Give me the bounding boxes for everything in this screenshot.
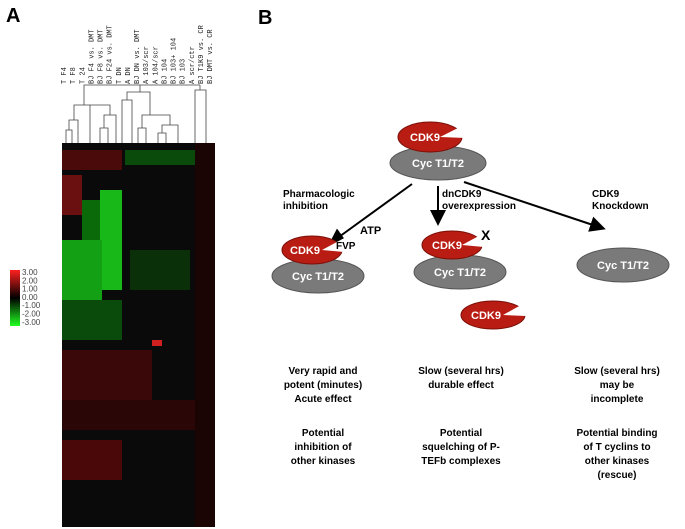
dendrogram [65, 84, 207, 143]
branch-heading: inhibition [283, 201, 328, 212]
panel-label: B [258, 7, 272, 29]
effect-text: incomplete [591, 394, 644, 405]
effect-text: Acute effect [294, 394, 352, 405]
branch-heading: CDK9 [592, 189, 620, 200]
complex-3: Cyc T1/T2 [576, 247, 670, 283]
kinase-label: CDK9 [471, 310, 501, 322]
complex-2: CDK9 Cyc T1/T2 X CDK9 [413, 227, 530, 330]
mutation-mark: X [481, 227, 491, 243]
atp-label: ATP [360, 225, 381, 237]
risk-text: Potential [302, 428, 344, 439]
complex-top: CDK9 Cyc T1/T2 [389, 121, 487, 181]
drug-label: FVP [336, 241, 356, 252]
branch-heading: dnCDK9 [442, 189, 482, 200]
cyclin-label: Cyc T1/T2 [412, 158, 464, 170]
effect-text: may be [600, 380, 635, 391]
legend-label: -1.00 [22, 301, 41, 310]
effect-text: durable effect [428, 380, 494, 391]
effect-text: Slow (several hrs) [418, 366, 504, 377]
legend-label: -3.00 [22, 318, 41, 327]
column-label: BJ 103+ 104 [171, 38, 179, 84]
risk-text: (rescue) [598, 470, 637, 481]
column-label: T F8 [70, 67, 78, 84]
risk-text: other kinases [291, 456, 356, 467]
legend-label: -2.00 [22, 310, 41, 319]
complex-1: CDK9 Cyc T1/T2 ATP FVP [271, 225, 381, 294]
risk-text: Potential [440, 428, 482, 439]
kinase-label: CDK9 [410, 132, 440, 144]
cyclin-label: Cyc T1/T2 [434, 267, 486, 279]
branch-heading: Knockdown [592, 201, 649, 212]
cyclin-label: Cyc T1/T2 [292, 271, 344, 283]
column-label: BJ F8 vs. DMT [98, 29, 106, 84]
risk-text: TEFb complexes [421, 456, 501, 467]
branch-heading: Pharmacologic [283, 189, 355, 200]
column-label: BJ DN vs. DMT [134, 29, 142, 84]
legend-label: 2.00 [22, 276, 38, 285]
arrow [463, 181, 606, 232]
legend-label: 1.00 [22, 285, 38, 294]
column-label: A scr/ctr [189, 46, 197, 84]
risk-text: other kinases [585, 456, 650, 467]
effect-text: potent (minutes) [284, 380, 362, 391]
column-label: A DN [125, 67, 133, 84]
effect-text: Slow (several hrs) [574, 366, 660, 377]
column-label: A 103/scr [143, 46, 151, 84]
panel-label: A [6, 5, 20, 27]
arrow [328, 183, 413, 245]
cyclin-label: Cyc T1/T2 [597, 260, 649, 272]
risk-text: inhibition of [294, 442, 352, 453]
column-label: BJ DMT vs. CR [207, 29, 215, 84]
column-label: BJ T1K9 vs. CR [198, 24, 206, 84]
column-label: T F4 [61, 67, 69, 84]
legend-label: 3.00 [22, 268, 38, 277]
effect-text: Very rapid and [289, 366, 358, 377]
risk-text: Potential binding [576, 428, 657, 439]
legend-label: 0.00 [22, 293, 38, 302]
heatmap [62, 143, 215, 527]
column-label: T DN [116, 67, 124, 84]
column-label: BJ 104 [161, 59, 169, 84]
column-label: T 24 [79, 67, 87, 84]
legend-bar [10, 270, 20, 326]
column-label: BJ F24 vs. DMT [107, 25, 115, 84]
column-label: BJ F4 vs. DMT [88, 29, 96, 84]
kinase-label: CDK9 [290, 245, 320, 257]
branch-heading: overexpression [442, 201, 516, 212]
column-label: A 104/scr [152, 46, 160, 84]
risk-text: squelching of P- [422, 442, 500, 453]
risk-text: of T cyclins to [583, 442, 650, 453]
kinase-label: CDK9 [432, 240, 462, 252]
column-label: BJ 103 [180, 59, 188, 84]
